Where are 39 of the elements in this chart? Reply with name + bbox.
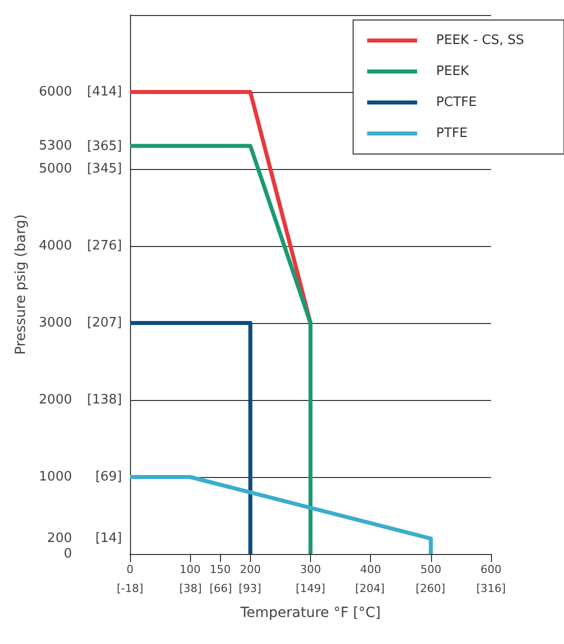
y-tick-label: 5300 (38, 138, 72, 154)
x2-tick-label: [66] (209, 582, 232, 595)
x2-tick-label: [93] (238, 582, 262, 595)
legend-label: PEEK - CS, SS (436, 33, 524, 48)
y-tick-label: 6000 (38, 84, 72, 100)
x-tick-label: 200 (240, 563, 261, 576)
legend-label: PEEK (436, 64, 470, 79)
x2-tick-label: [204] (355, 582, 385, 595)
y2-tick-label: [414] (87, 84, 122, 100)
x-tick-label: 150 (210, 563, 231, 576)
y-tick-label: 3000 (38, 316, 72, 330)
x-tick-label: 600 (480, 563, 502, 576)
x-tick-label: 500 (420, 563, 442, 576)
x2-tick-label: [149] (296, 582, 326, 595)
x2-tick-label: [260] (416, 582, 446, 595)
legend-label: PTFE (436, 126, 468, 141)
x2-tick-label: [316] (476, 582, 506, 595)
y-tick-label: 200 (47, 531, 72, 546)
x-tick-label: 100 (180, 563, 201, 576)
y-axis-title: Pressure psig (barg) (13, 214, 29, 355)
y-tick-label: 5000 (38, 162, 72, 176)
x2-tick-label: [-18] (116, 582, 144, 595)
x-axis-title: Temperature °F [°C] (239, 605, 381, 621)
y2-tick-label: [207] (87, 316, 122, 330)
y-tick-label: 4000 (38, 238, 72, 254)
x-tick-label: 300 (300, 563, 321, 576)
y2-tick-label: [365] (87, 139, 122, 154)
x-tick-label: 0 (126, 563, 134, 576)
y-tick-label: 1000 (38, 470, 72, 484)
x-tick-label: 400 (360, 563, 382, 576)
legend-label: PCTFE (436, 95, 477, 110)
x2-tick-label: [38] (179, 582, 202, 595)
y2-tick-label: [69] (95, 470, 122, 484)
y2-tick-label: [138] (87, 392, 122, 408)
y-tick-label: 2000 (38, 392, 72, 408)
y2-tick-label: [14] (95, 530, 122, 546)
y2-tick-label: [345] (87, 162, 122, 176)
y-tick-label: 0 (64, 546, 72, 562)
y2-tick-label: [276] (87, 238, 122, 254)
